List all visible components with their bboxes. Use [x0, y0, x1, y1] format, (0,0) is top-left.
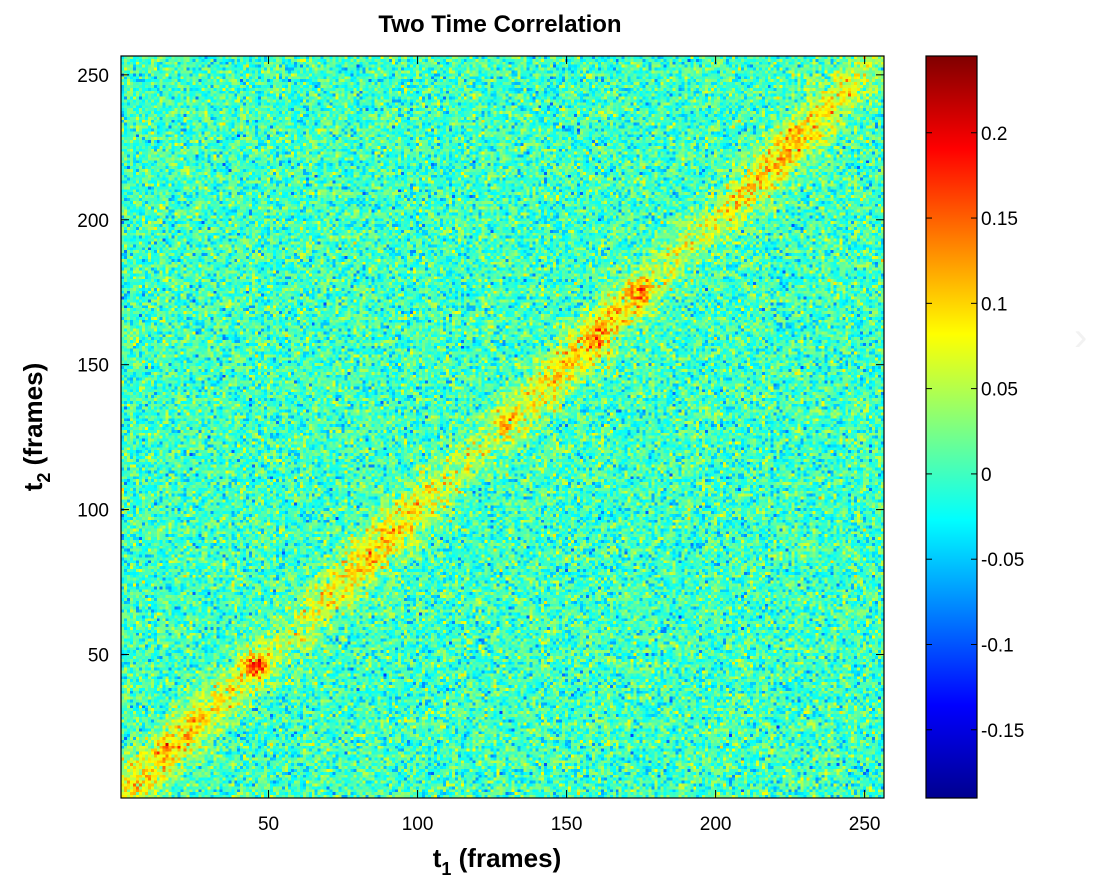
colorbar-tick-label: 0.15 [981, 209, 1018, 230]
y-tick-label: 200 [77, 211, 109, 232]
colorbar-tick-label: 0.05 [981, 380, 1018, 401]
colorbar-tick-label: 0.2 [981, 124, 1007, 145]
colorbar-tick-label: -0.1 [981, 635, 1014, 656]
colorbar-tick-label: -0.15 [981, 721, 1024, 742]
x-tick-label: 250 [849, 814, 881, 835]
colorbar-tick-label: 0.1 [981, 294, 1007, 315]
heatmap-plot-area [121, 56, 884, 798]
y-axis-label: t2 (frames) [18, 363, 54, 492]
heatmap-image [121, 56, 884, 798]
colorbar [925, 55, 978, 799]
x-tick-label: 150 [551, 814, 583, 835]
y-tick-label: 50 [88, 646, 109, 667]
colorbar-ticks: -0.15 -0.1 -0.05 0 0.05 0.1 0.15 0.2 [926, 124, 1024, 742]
y-axis-ticks: 50 100 150 200 250 [77, 66, 884, 667]
x-axis-label: t1 (frames) [433, 843, 562, 879]
plot-frame [120, 55, 885, 799]
x-tick-label: 50 [258, 814, 279, 835]
chart-title: Two Time Correlation [378, 11, 621, 38]
y-tick-label: 250 [77, 66, 109, 87]
x-tick-label: 200 [700, 814, 732, 835]
y-tick-label: 150 [77, 356, 109, 377]
y-tick-label: 100 [77, 501, 109, 522]
x-axis-ticks: 50 100 150 200 250 [258, 56, 881, 835]
watermark-chevron-icon: › [1074, 315, 1087, 359]
colorbar-tick-label: 0 [981, 465, 992, 486]
x-tick-label: 100 [402, 814, 434, 835]
colorbar-tick-label: -0.05 [981, 550, 1024, 571]
